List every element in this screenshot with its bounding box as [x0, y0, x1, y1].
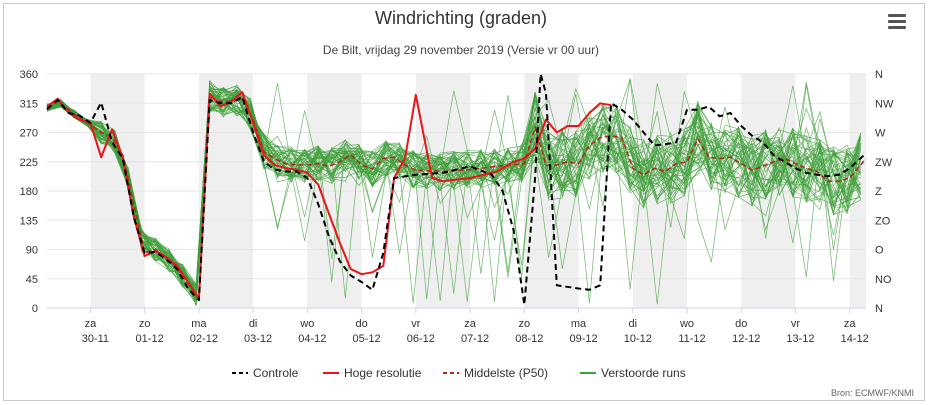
main-series	[46, 73, 867, 306]
perturbed-run-49	[46, 93, 861, 293]
x-tick-date-7: 07-12	[461, 333, 489, 345]
legend-item-1[interactable]: Hoge resolutie	[323, 366, 422, 380]
legend-item-0[interactable]: Controle	[232, 366, 299, 380]
x-tick-day-5: do	[355, 318, 367, 330]
y-tick-right-W: W	[875, 128, 886, 140]
x-tick-date-13: 13-12	[786, 333, 814, 345]
perturbed-run-44	[46, 102, 861, 302]
series-line-hoge-resolutie	[46, 91, 612, 300]
y-tick-left-360: 360	[20, 69, 38, 81]
y-tick-right-NW: NW	[875, 98, 894, 110]
x-tick-day-11: wo	[679, 318, 694, 330]
y-tick-right-ZO: ZO	[875, 215, 891, 227]
legend-label-2: Middelste (P50)	[464, 366, 548, 380]
y-tick-right-O: O	[875, 245, 884, 257]
legend-label-1: Hoge resolutie	[344, 366, 422, 380]
x-tick-day-1: zo	[139, 318, 151, 330]
y-tick-left-0: 0	[32, 303, 38, 315]
credits-text: Bron: ECMWF/KNMI	[831, 388, 914, 398]
y-tick-right-Z: Z	[875, 186, 882, 198]
y-tick-left-45: 45	[26, 274, 38, 286]
perturbed-run-26	[46, 90, 861, 294]
y-tick-left-225: 225	[20, 157, 38, 169]
x-tick-day-2: ma	[191, 318, 207, 330]
chart-title: Windrichting (graden)	[374, 8, 548, 28]
x-tick-day-12: do	[735, 318, 747, 330]
x-tick-date-1: 01-12	[136, 333, 164, 345]
x-tick-date-12: 12-12	[732, 333, 760, 345]
x-tick-date-11: 11-12	[678, 333, 705, 345]
legend-label-0: Controle	[253, 366, 299, 380]
x-tick-day-6: vr	[411, 318, 421, 330]
legend: Controle Hoge resolutie Middelste (P50) Ver…	[232, 366, 686, 380]
x-tick-day-14: za	[844, 318, 857, 330]
x-tick-day-10: di	[628, 318, 637, 330]
x-tick-day-13: vr	[791, 318, 801, 330]
x-tick-day-0: za	[85, 318, 98, 330]
axes: 0 N 45 NO 90 O 135 ZO 180 Z 225 ZW 270 W 315 NW 360 Nza 30…	[20, 69, 894, 345]
legend-label-3: Verstoorde runs	[601, 366, 686, 380]
chart-subtitle: De Bilt, vrijdag 29 november 2019 (Versi…	[322, 43, 600, 57]
x-tick-date-2: 02-12	[190, 333, 218, 345]
x-tick-date-3: 03-12	[244, 333, 272, 345]
y-tick-left-270: 270	[20, 128, 38, 140]
x-tick-date-8: 08-12	[515, 333, 543, 345]
x-tick-date-0: 30-11	[82, 333, 109, 345]
x-tick-date-9: 09-12	[569, 333, 597, 345]
hamburger-menu-icon[interactable]	[888, 14, 906, 30]
x-tick-date-10: 10-12	[624, 333, 652, 345]
x-tick-date-5: 05-12	[353, 333, 381, 345]
y-tick-left-315: 315	[20, 98, 38, 110]
y-tick-right-N: N	[875, 69, 883, 81]
x-tick-day-7: za	[464, 318, 477, 330]
legend-item-3[interactable]: Verstoorde runs	[580, 366, 686, 380]
x-tick-date-14: 14-12	[841, 333, 869, 345]
x-tick-day-4: wo	[299, 318, 314, 330]
x-tick-day-8: zo	[518, 318, 530, 330]
y-tick-left-180: 180	[20, 186, 38, 198]
y-tick-right-N: N	[875, 303, 883, 315]
y-tick-right-NO: NO	[875, 274, 892, 286]
perturbed-run-45	[46, 85, 861, 302]
series-line-middelste-p50-	[46, 96, 867, 300]
y-tick-left-90: 90	[26, 245, 38, 257]
x-tick-date-4: 04-12	[298, 333, 326, 345]
x-tick-date-6: 06-12	[407, 333, 435, 345]
x-tick-day-9: ma	[571, 318, 587, 330]
y-tick-left-135: 135	[20, 215, 38, 227]
perturbed-runs	[46, 78, 861, 307]
y-tick-right-ZW: ZW	[875, 157, 893, 169]
perturbed-run-47	[46, 90, 861, 297]
legend-item-2[interactable]: Middelste (P50)	[443, 366, 548, 380]
x-tick-day-3: di	[249, 318, 258, 330]
